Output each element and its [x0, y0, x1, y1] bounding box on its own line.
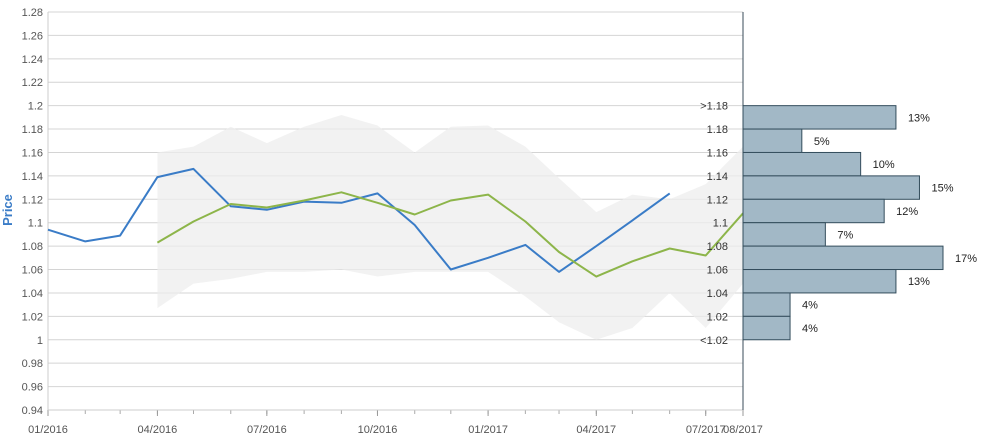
x-tick-label: 01/2017: [468, 424, 508, 436]
histogram-percent-label: 15%: [931, 183, 953, 195]
bin-label: 1.14: [707, 171, 728, 183]
bin-label: 1.02: [707, 311, 728, 323]
x-tick-label: 04/2017: [576, 424, 616, 436]
histogram-bar: [742, 105, 897, 130]
histogram-percent-label: 13%: [908, 276, 930, 288]
x-tick-label: 01/2016: [28, 424, 68, 436]
bin-label: 1.08: [707, 241, 728, 253]
y-tick-label: 1.06: [22, 265, 43, 277]
y-tick-label: 0.94: [22, 405, 43, 417]
histogram-percent-label: 13%: [908, 112, 930, 124]
x-tick-label: 07/2017: [686, 424, 726, 436]
histogram-bar: [742, 151, 862, 177]
series-line-2: [156, 191, 744, 278]
confidence-band: [157, 115, 743, 340]
histogram-bar: [742, 222, 826, 247]
y-tick-label: 1.22: [22, 77, 43, 89]
histogram-percent-label: 4%: [802, 323, 818, 335]
histogram-bar: [742, 175, 920, 200]
histogram-bar: [742, 315, 791, 341]
y-tick-label: 1.2: [28, 101, 43, 113]
y-tick-label: 1.24: [22, 54, 43, 66]
y-tick-label: 1.12: [22, 194, 43, 206]
bin-label: >1.18: [700, 101, 728, 113]
bin-label: 1.1: [713, 218, 728, 230]
x-tick-label: 08/2017: [723, 424, 763, 436]
y-tick-label: 1.14: [22, 171, 43, 183]
y-tick-label: 0.98: [22, 358, 43, 370]
y-axis-title: Price: [0, 194, 15, 226]
y-tick-label: 1.02: [22, 311, 43, 323]
y-tick-label: 1.04: [22, 288, 43, 300]
x-tick-label: 07/2016: [247, 424, 287, 436]
histogram: >1.18 13% 1.18 5% 1.16 10% 1.14 15% 1.12 12% 1.1 7%…: [700, 101, 977, 347]
y-tick-label: 0.96: [22, 382, 43, 394]
y-tick-label: 1.26: [22, 30, 43, 42]
y-tick-label: 1.16: [22, 147, 43, 159]
y-tick-label: 1.18: [22, 124, 43, 136]
y-tick-label: 1.28: [22, 7, 43, 19]
bin-label: 1.12: [707, 194, 728, 206]
bin-label: <1.02: [700, 335, 728, 347]
y-tick-label: 1: [37, 335, 43, 347]
histogram-percent-label: 4%: [802, 300, 818, 312]
y-tick-label: 1.08: [22, 241, 43, 253]
histogram-bar: [742, 269, 897, 294]
axes: 0.94 0.96 0.98 1 1.02 1.04 1.06 1.08 1.1 1.12 1.14…: [22, 7, 763, 436]
x-tick-label: 04/2016: [138, 424, 178, 436]
bin-label: 1.16: [707, 147, 728, 159]
band-area: [157, 115, 743, 340]
x-tick-label: 10/2016: [358, 424, 398, 436]
histogram-bar: [742, 128, 803, 153]
histogram-percent-label: 10%: [873, 159, 895, 171]
bin-label: 1.06: [707, 265, 728, 277]
axis-labels: Price: [0, 194, 15, 226]
histogram-percent-label: 12%: [896, 206, 918, 218]
bin-label: 1.18: [707, 124, 728, 136]
histogram-bar: [742, 198, 885, 224]
histogram-percent-label: 7%: [837, 229, 853, 241]
histogram-bar: [742, 292, 791, 317]
bin-label: 1.04: [707, 288, 728, 300]
histogram-percent-label: 17%: [955, 253, 977, 265]
series: [47, 167, 744, 278]
y-tick-label: 1.1: [28, 218, 43, 230]
histogram-percent-label: 5%: [814, 136, 830, 148]
histogram-bar: [742, 245, 944, 271]
